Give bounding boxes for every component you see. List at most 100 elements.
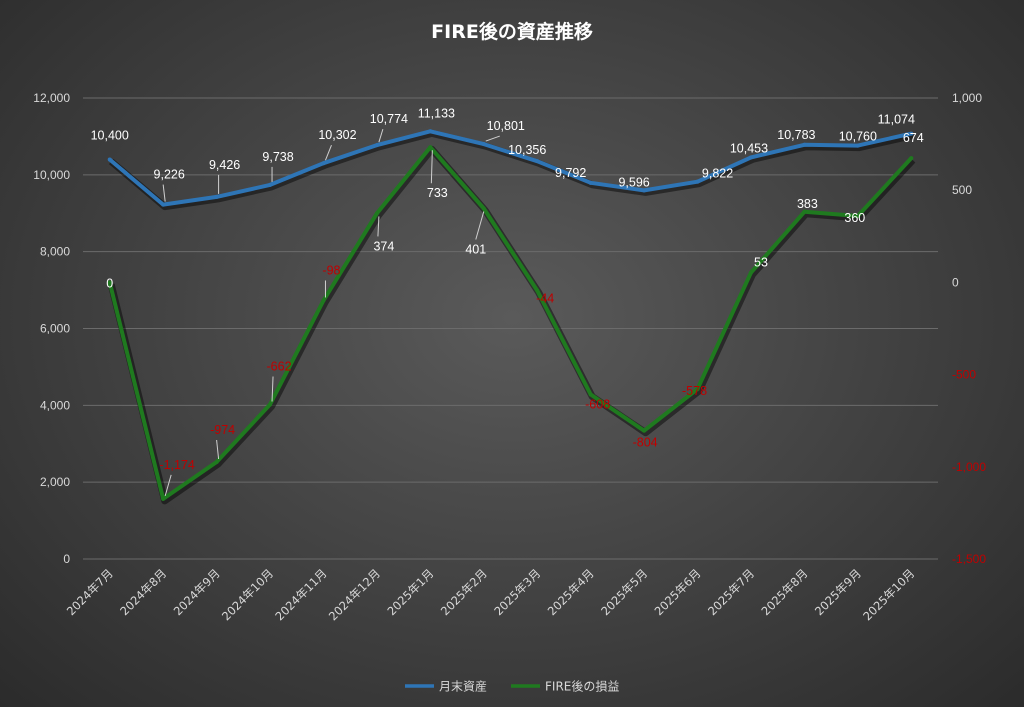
x-tick-label: 2025年3月: [491, 566, 543, 618]
point-assets: [107, 157, 112, 162]
point-pnl: [909, 156, 914, 161]
right-tick-label: 0: [952, 275, 959, 289]
data-label-assets: 9,596: [618, 175, 649, 189]
legend-label-assets: 月末資産: [439, 679, 487, 694]
data-label-assets: 9,792: [555, 166, 586, 180]
x-tick-label: 2025年4月: [545, 566, 597, 618]
data-label-assets: 11,074: [878, 113, 915, 127]
left-tick-label: 8,000: [40, 245, 70, 259]
point-assets: [695, 179, 700, 184]
point-pnl: [428, 145, 433, 150]
point-assets: [909, 131, 914, 136]
label-leader: [164, 474, 172, 497]
point-assets: [214, 194, 219, 199]
x-tick-label: 2025年7月: [705, 566, 757, 618]
label-leader: [216, 439, 220, 460]
data-label-pnl: -98: [322, 263, 340, 277]
point-pnl: [802, 209, 807, 214]
label-leader: [162, 184, 166, 202]
point-pnl: [321, 298, 326, 303]
x-tick-label: 2024年9月: [171, 566, 223, 618]
point-assets: [321, 161, 326, 166]
point-assets: [588, 180, 593, 185]
right-tick-label: -1,500: [952, 552, 986, 566]
point-assets: [428, 129, 433, 134]
series-line-assets: [108, 129, 912, 207]
data-label-pnl: 383: [797, 197, 818, 211]
data-label-pnl: -44: [536, 292, 554, 306]
data-label-pnl: 401: [465, 242, 486, 256]
x-axis: 2024年7月 2024年8月 2024年9月2024年10月2024年11月202…: [64, 566, 918, 623]
data-label-pnl: 674: [903, 131, 924, 145]
data-label-assets: 10,774: [370, 112, 408, 126]
data-label-pnl: -608: [585, 398, 610, 412]
data-label-assets: 10,453: [730, 141, 768, 155]
x-tick-label: 2025年1月: [384, 566, 436, 618]
point-pnl: [642, 428, 647, 433]
point-assets: [855, 143, 860, 148]
point-assets: [161, 202, 166, 207]
point-pnl: [107, 280, 112, 285]
left-axis: 0 2,000 4,000 6,000 8,000 10,000 12,000: [33, 91, 70, 566]
x-tick-label: 2024年12月: [326, 566, 383, 623]
label-leader: [475, 211, 485, 240]
point-pnl: [481, 206, 486, 211]
x-tick-label: 2025年5月: [598, 566, 650, 618]
x-tick-label: 2025年2月: [438, 566, 490, 618]
legend-label-pnl: FIRE後の損益: [545, 679, 619, 694]
left-tick-label: 2,000: [40, 475, 70, 489]
data-label-pnl: 0: [106, 276, 113, 290]
point-assets: [642, 188, 647, 193]
point-pnl: [214, 460, 219, 465]
point-assets: [374, 143, 379, 148]
series-layer: [107, 129, 916, 505]
point-pnl: [268, 402, 273, 407]
left-tick-label: 10,000: [33, 168, 70, 182]
data-label-pnl: -1,174: [159, 458, 194, 472]
point-pnl: [161, 496, 166, 501]
left-tick-label: 0: [63, 552, 70, 566]
x-tick-label: 2025年6月: [652, 566, 704, 618]
point-pnl: [374, 211, 379, 216]
data-label-assets: 11,133: [418, 106, 455, 120]
x-tick-label: 2025年8月: [758, 566, 810, 618]
label-leader: [430, 150, 433, 184]
data-label-assets: 9,822: [702, 167, 733, 181]
data-label-assets: 9,426: [209, 158, 240, 172]
label-leader: [271, 376, 274, 402]
data-label-pnl: -804: [633, 436, 658, 450]
data-label-pnl: 360: [844, 211, 865, 225]
data-label-pnl: -974: [210, 423, 235, 437]
x-tick-label: 2024年8月: [117, 566, 169, 618]
point-assets: [535, 159, 540, 164]
right-tick-label: 500: [952, 183, 972, 197]
data-label-pnl: 53: [754, 256, 768, 270]
right-tick-label: -1,000: [952, 460, 986, 474]
label-leader: [485, 135, 500, 142]
x-tick-label: 2024年10月: [219, 566, 276, 623]
point-assets: [268, 182, 273, 187]
data-label-pnl: 733: [427, 186, 448, 200]
x-tick-label: 2024年11月: [272, 566, 329, 623]
point-pnl: [695, 386, 700, 391]
series-line-pnl: [107, 145, 913, 501]
point-assets: [481, 142, 486, 147]
left-tick-label: 4,000: [40, 398, 70, 412]
left-tick-label: 12,000: [33, 91, 70, 105]
data-label-pnl: -578: [682, 384, 707, 398]
data-labels: 10,400 9,226 9,426 9,738 10,302 10,774 11,133 1…: [91, 106, 924, 497]
data-label-pnl: 374: [373, 239, 394, 253]
data-label-assets: 9,226: [154, 168, 185, 182]
right-axis: -1,500 -1,000 -500 0 500 1,000: [952, 91, 986, 566]
left-tick-label: 6,000: [40, 322, 70, 336]
point-assets: [802, 142, 807, 147]
point-pnl: [748, 270, 753, 275]
data-label-assets: 10,302: [318, 128, 356, 142]
data-label-assets: 10,783: [777, 128, 815, 142]
label-leader: [325, 145, 332, 161]
data-label-assets: 9,738: [262, 150, 293, 164]
point-pnl: [535, 288, 540, 293]
point-assets: [748, 155, 753, 160]
label-leader: [378, 128, 384, 143]
